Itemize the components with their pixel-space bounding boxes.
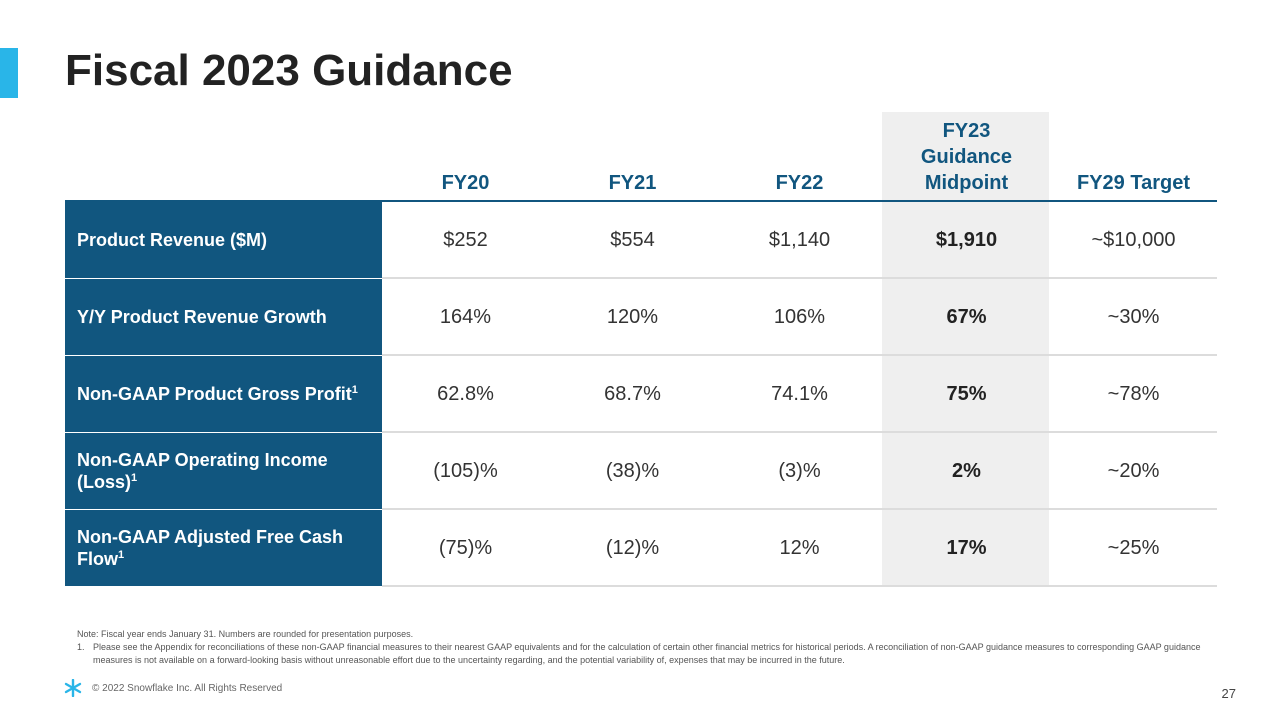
copyright: © 2022 Snowflake Inc. All Rights Reserve…: [92, 683, 283, 694]
footnote-marker: 1.: [77, 642, 85, 652]
column-header-line: FY23: [942, 120, 991, 142]
row-label-text: Non-GAAP Operating Income (Loss)1: [77, 450, 328, 492]
cell: 2%: [952, 459, 981, 482]
highlight-column: [882, 112, 1049, 586]
row-label: Non-GAAP Operating Income (Loss)1: [65, 433, 382, 509]
cell: ~78%: [1107, 382, 1160, 405]
page-number: 27: [1221, 686, 1236, 701]
cell: 164%: [439, 305, 492, 328]
row-separator: [382, 277, 1217, 279]
cell: ~$10,000: [1091, 228, 1176, 251]
cell: $554: [610, 228, 655, 251]
cell: 62.8%: [437, 382, 494, 405]
column-header-line: Guidance: [920, 146, 1013, 168]
column-header: FY23 Guidance Midpoint: [883, 118, 1050, 196]
column-header: FY21: [549, 170, 716, 196]
column-header: FY22: [716, 170, 883, 196]
cell: 120%: [606, 305, 659, 328]
column-header: FY20: [382, 170, 549, 196]
cell: 75%: [946, 382, 987, 405]
cell: (3)%: [778, 459, 821, 482]
row-label: Non-GAAP Product Gross Profit1: [65, 356, 382, 432]
footnote-ref: 1: [131, 472, 138, 484]
row-label-text: Non-GAAP Product Gross Profit1: [77, 384, 358, 404]
row-label-text: Non-GAAP Adjusted Free Cash Flow1: [77, 527, 344, 569]
footnote-ref: 1: [118, 549, 125, 561]
cell: 68.7%: [604, 382, 661, 405]
cell: ~30%: [1107, 305, 1160, 328]
cell: (75)%: [438, 536, 493, 559]
cell: $1,140: [768, 228, 831, 251]
cell: 17%: [946, 536, 987, 559]
cell: (38)%: [605, 459, 660, 482]
logo: [64, 679, 82, 697]
cell: (12)%: [605, 536, 660, 559]
cell: $1,910: [935, 228, 998, 251]
row-separator: [382, 431, 1217, 433]
cell: 106%: [773, 305, 826, 328]
cell: (105)%: [433, 459, 498, 482]
note: Note: Fiscal year ends January 31. Numbe…: [77, 629, 414, 639]
column-header-line: Midpoint: [924, 172, 1009, 194]
accent-bar: [0, 48, 18, 98]
cell: 67%: [946, 305, 987, 328]
cell: $252: [443, 228, 488, 251]
header-rule: [65, 200, 1217, 202]
row-label: Y/Y Product Revenue Growth: [65, 279, 382, 355]
cell: 12%: [779, 536, 820, 559]
row-label: Product Revenue ($M): [65, 202, 382, 278]
column-header-line: FY20: [441, 172, 490, 194]
column-header: FY29 Target: [1050, 170, 1217, 196]
row-separator: [382, 508, 1217, 510]
column-header-line: FY21: [608, 172, 657, 194]
title: Fiscal 2023 Guidance: [65, 46, 513, 95]
column-header-line: FY29 Target: [1077, 172, 1190, 194]
row-separator: [382, 354, 1217, 356]
row-label: Non-GAAP Adjusted Free Cash Flow1: [65, 510, 382, 586]
cell: 74.1%: [771, 382, 828, 405]
cell: ~20%: [1107, 459, 1160, 482]
cell: ~25%: [1107, 536, 1160, 559]
row-label-text: Y/Y Product Revenue Growth: [77, 307, 327, 327]
row-separator: [382, 585, 1217, 587]
footnote-text: Please see the Appendix for reconciliati…: [93, 642, 1201, 665]
column-header-line: FY22: [775, 172, 824, 194]
row-label-text: Product Revenue ($M): [77, 230, 268, 250]
footnote-ref: 1: [351, 384, 358, 396]
